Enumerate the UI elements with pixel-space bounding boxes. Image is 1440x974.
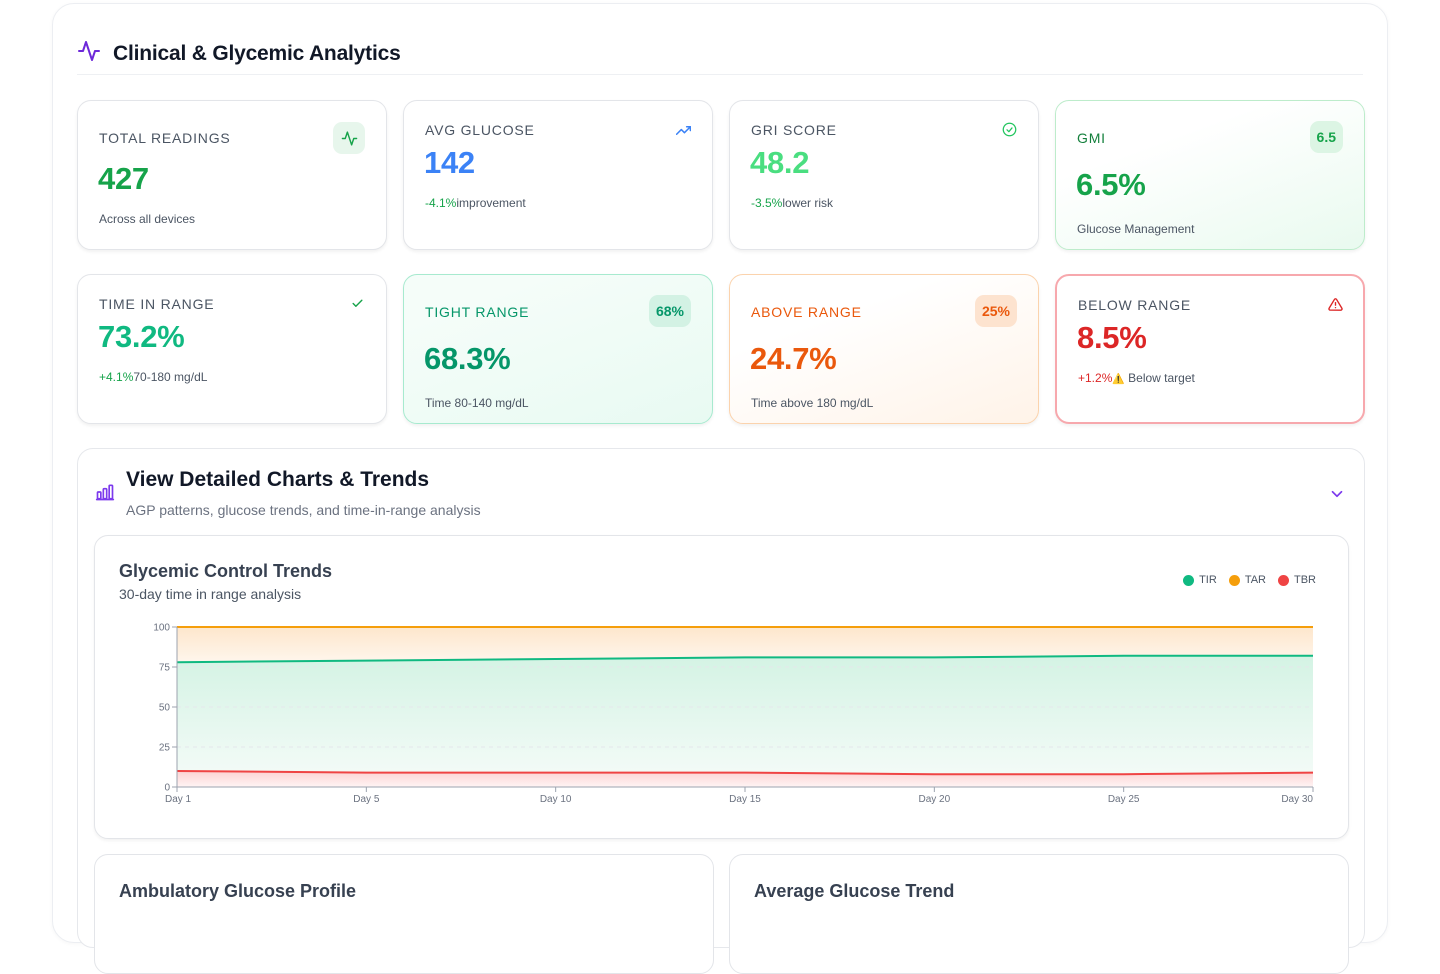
card-value: 24.7% — [750, 341, 837, 376]
card-value: 8.5% — [1077, 320, 1147, 355]
x-tick-label: Day 25 — [1108, 794, 1140, 805]
card-change: -4.1%improvement — [425, 196, 526, 210]
card-label: GRI SCORE — [751, 122, 837, 138]
card-label: AVG GLUCOSE — [425, 122, 535, 138]
activity-icon — [78, 41, 100, 61]
y-tick-label: 50 — [159, 703, 171, 714]
chart-subtitle: 30-day time in range analysis — [119, 586, 302, 602]
agp-card: Ambulatory Glucose Profile — [94, 854, 714, 974]
avg-trend-title: Average Glucose Trend — [754, 881, 955, 901]
change-value: +4.1% — [99, 370, 134, 384]
avg-glucose-trend-card: Average Glucose Trend — [729, 854, 1349, 974]
tight-range-card: TIGHT RANGE 68% 68.3% Time 80-140 mg/dL — [403, 274, 713, 424]
change-text: lower risk — [782, 196, 834, 210]
charts-section-subtitle: AGP patterns, glucose trends, and time-i… — [126, 502, 481, 518]
page-title: Clinical & Glycemic Analytics — [113, 42, 401, 65]
activity-icon — [333, 122, 365, 154]
y-tick-label: 75 — [159, 663, 171, 674]
legend-label: TIR — [1199, 574, 1217, 586]
card-subtitle: Glucose Management — [1077, 222, 1195, 236]
card-label: GMI — [1077, 130, 1106, 146]
total-readings-card: TOTAL READINGS 427 Across all devices — [77, 100, 387, 250]
legend-dot — [1278, 574, 1289, 586]
card-value: 73.2% — [98, 319, 185, 354]
time-in-range-card: TIME IN RANGE 73.2% +4.1%70-180 mg/dL — [77, 274, 387, 424]
legend-item-tir[interactable]: TIR — [1183, 574, 1217, 586]
card-value: 142 — [424, 145, 475, 180]
x-tick-label: Day 5 — [353, 794, 380, 805]
card-label: TIME IN RANGE — [99, 296, 215, 312]
gri-score-card: GRI SCORE 48.2 -3.5%lower risk — [729, 100, 1039, 250]
series-line-tir — [176, 654, 1313, 664]
warning-icon: ⚠️ — [1112, 374, 1125, 385]
change-value: +1.2% — [1078, 371, 1113, 385]
card-label: TIGHT RANGE — [425, 304, 530, 320]
change-value: -3.5% — [751, 196, 783, 210]
below-range-card: BELOW RANGE 8.5% +1.2%⚠️ Below target — [1055, 274, 1365, 424]
check-circle-icon — [1002, 122, 1017, 137]
above-range-badge: 25% — [974, 295, 1017, 327]
card-value: 48.2 — [750, 145, 810, 180]
gmi-badge: 6.5 — [1309, 121, 1343, 153]
card-subtitle: Time 80-140 mg/dL — [425, 396, 529, 410]
x-tick-label: Day 10 — [540, 794, 572, 805]
series-line-tbr — [176, 770, 1314, 776]
gmi-card: GMI 6.5 6.5% Glucose Management — [1055, 100, 1365, 250]
agp-title: Ambulatory Glucose Profile — [119, 881, 357, 901]
chart-legend: TIR TAR TBR — [1183, 574, 1316, 586]
change-text: 70-180 mg/dL — [133, 370, 208, 384]
card-value: 6.5% — [1076, 167, 1146, 202]
trending-up-icon — [676, 126, 691, 135]
chevron-down-icon[interactable] — [1328, 485, 1346, 503]
card-change: +1.2%⚠️ Below target — [1078, 371, 1195, 385]
change-text: Below target — [1124, 371, 1195, 385]
check-icon — [352, 299, 363, 307]
card-label: BELOW RANGE — [1078, 297, 1192, 313]
card-change: +4.1%70-180 mg/dL — [99, 370, 207, 384]
glycemic-trends-chart-card: Glycemic Control Trends 30-day time in r… — [94, 535, 1349, 839]
y-tick-label: 0 — [164, 783, 170, 794]
trend-chart-plot: 0 25 50 75 100 Day 1 Day 5 Day 10 Day 15 Day 20 Da… — [153, 623, 1314, 805]
panel-header: Clinical & Glycemic Analytics — [77, 37, 1363, 75]
x-tick-label: Day 30 — [1281, 794, 1313, 805]
legend-item-tbr[interactable]: TBR — [1278, 574, 1316, 586]
x-tick-label: Day 20 — [918, 794, 950, 805]
tar-area — [177, 627, 1313, 663]
avg-glucose-card: AVG GLUCOSE 142 -4.1%improvement — [403, 100, 713, 250]
card-subtitle: Across all devices — [99, 212, 196, 226]
bar-chart-icon — [95, 484, 115, 501]
analytics-panel: Clinical & Glycemic Analytics TOTAL READ… — [52, 3, 1388, 974]
above-range-card: ABOVE RANGE 25% 24.7% Time above 180 mg/… — [729, 274, 1039, 424]
card-label: TOTAL READINGS — [99, 130, 231, 146]
card-value: 427 — [98, 161, 149, 196]
legend-label: TBR — [1294, 574, 1316, 586]
legend-dot — [1183, 574, 1195, 586]
card-value: 68.3% — [424, 341, 511, 376]
legend-dot — [1228, 574, 1240, 586]
y-tick-label: 100 — [153, 623, 170, 634]
legend-item-tar[interactable]: TAR — [1228, 574, 1266, 586]
card-change: -3.5%lower risk — [751, 196, 833, 210]
tight-range-badge: 68% — [648, 295, 691, 327]
legend-label: TAR — [1244, 574, 1266, 586]
change-value: -4.1% — [425, 196, 457, 210]
chart-title: Glycemic Control Trends — [119, 561, 333, 581]
x-tick-label: Day 1 — [165, 794, 192, 805]
card-subtitle: Time above 180 mg/dL — [751, 396, 874, 410]
y-tick-label: 25 — [159, 743, 171, 754]
card-label: ABOVE RANGE — [751, 304, 862, 320]
charts-section-title: View Detailed Charts & Trends — [126, 468, 430, 491]
x-tick-label: Day 15 — [729, 794, 761, 805]
charts-section: View Detailed Charts & Trends AGP patter… — [77, 448, 1365, 974]
alert-triangle-icon — [1328, 298, 1343, 311]
change-text: improvement — [456, 196, 526, 210]
tir-area — [177, 655, 1313, 775]
